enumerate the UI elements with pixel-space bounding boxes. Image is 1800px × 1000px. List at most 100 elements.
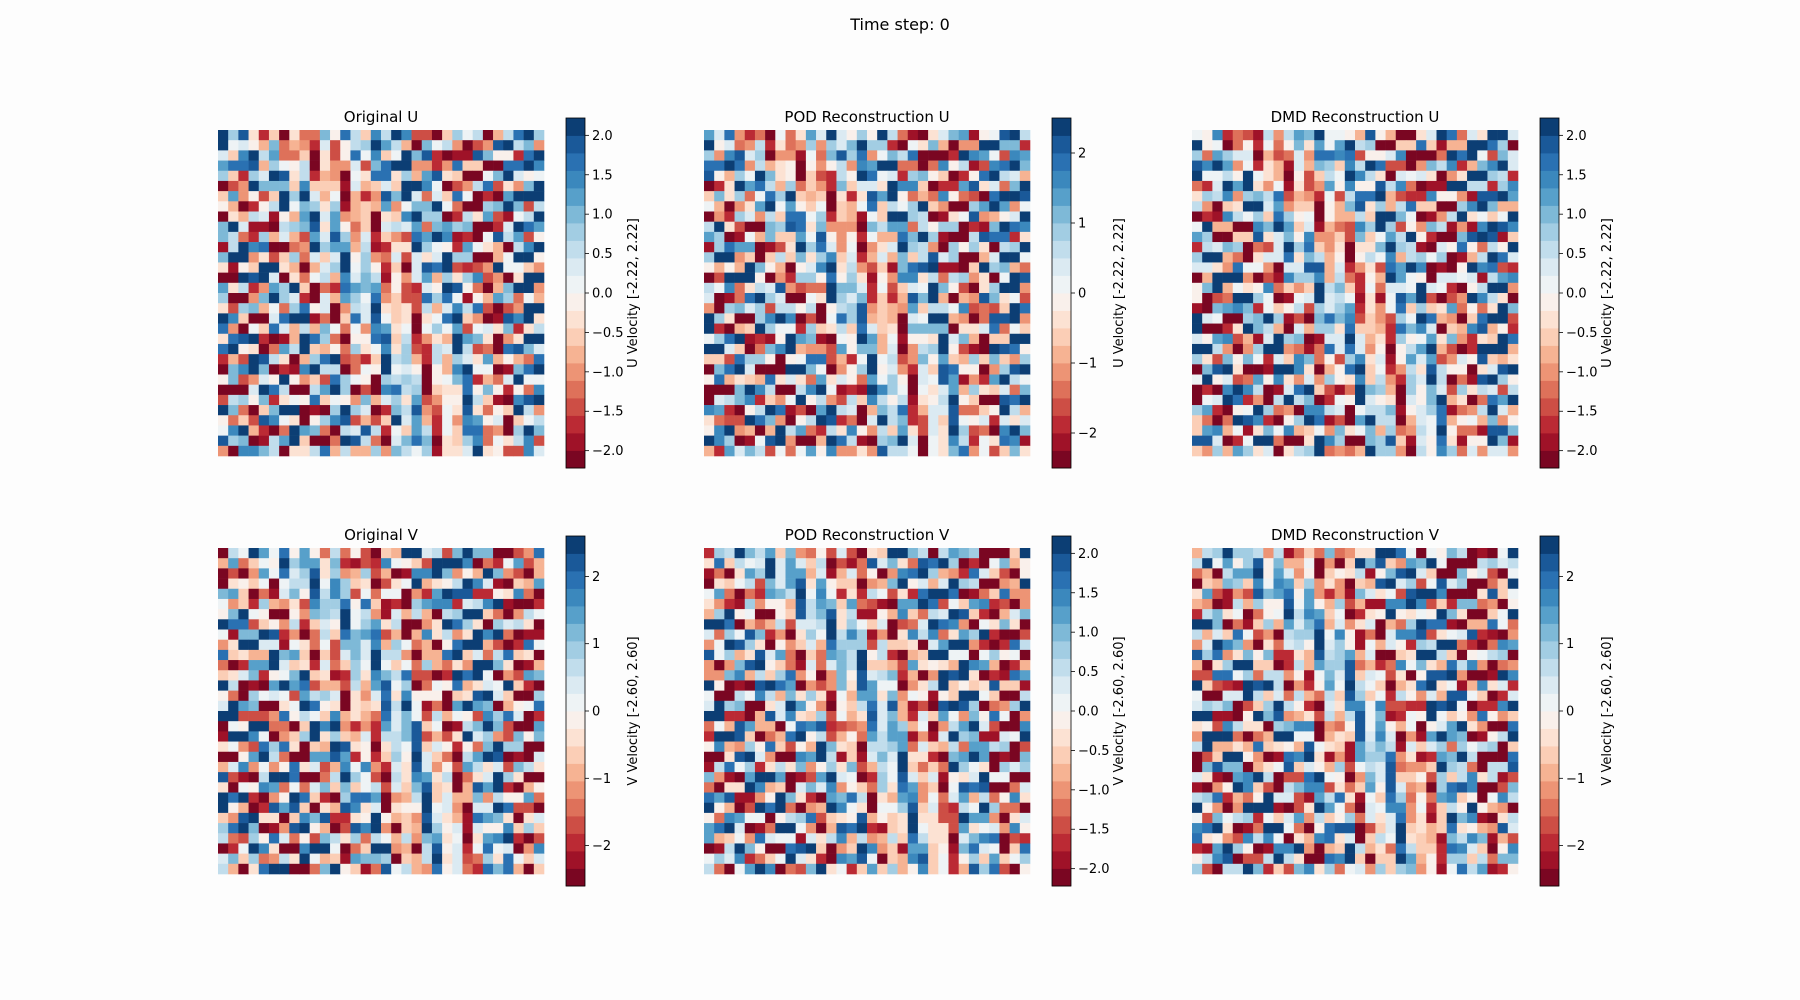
heatmap-cell bbox=[309, 802, 321, 814]
heatmap-cell bbox=[1426, 384, 1437, 396]
heatmap-cell bbox=[309, 293, 321, 304]
heatmap-cell bbox=[1263, 262, 1274, 273]
heatmap-cell bbox=[1507, 303, 1519, 314]
heatmap-cell bbox=[340, 150, 351, 161]
heatmap-cell bbox=[1009, 374, 1021, 385]
heatmap-cell bbox=[1253, 191, 1264, 202]
heatmap-cell bbox=[1365, 130, 1376, 141]
heatmap-cell bbox=[856, 415, 868, 426]
heatmap-cell bbox=[472, 609, 484, 620]
heatmap-cell bbox=[1477, 130, 1488, 141]
heatmap-cell bbox=[1355, 445, 1366, 457]
heatmap-cell bbox=[775, 711, 786, 722]
heatmap-cell bbox=[309, 415, 321, 426]
heatmap-cell bbox=[805, 772, 817, 783]
heatmap-cell bbox=[431, 130, 443, 141]
heatmap-cell bbox=[391, 741, 402, 753]
heatmap-cell bbox=[493, 660, 504, 671]
heatmap-cell bbox=[218, 568, 229, 579]
heatmap-cell bbox=[493, 191, 504, 202]
heatmap-cell bbox=[1375, 323, 1386, 335]
heatmap-cell bbox=[493, 405, 504, 416]
heatmap-cell bbox=[826, 323, 837, 335]
heatmap-cell bbox=[744, 670, 756, 681]
heatmap-cell bbox=[279, 772, 290, 783]
heatmap-cell bbox=[452, 272, 463, 284]
heatmap-cell bbox=[340, 639, 351, 651]
heatmap-cell bbox=[533, 415, 545, 426]
heatmap-cell bbox=[1314, 445, 1325, 457]
heatmap-cell bbox=[958, 619, 970, 630]
heatmap-cell bbox=[330, 823, 341, 834]
heatmap-cell bbox=[979, 670, 990, 681]
heatmap-cell bbox=[1212, 221, 1223, 233]
heatmap-cell bbox=[228, 639, 239, 651]
heatmap-cell bbox=[826, 568, 837, 579]
heatmap-cell bbox=[1395, 364, 1407, 375]
heatmap-cell bbox=[238, 802, 249, 814]
heatmap-cell bbox=[513, 670, 524, 681]
heatmap-cell bbox=[1405, 231, 1417, 243]
heatmap-cell bbox=[867, 150, 878, 161]
heatmap-cell bbox=[431, 394, 443, 406]
heatmap-cell bbox=[340, 711, 351, 722]
heatmap-cell bbox=[1283, 313, 1295, 324]
heatmap-cell bbox=[503, 140, 514, 151]
heatmap-cell bbox=[248, 782, 260, 793]
heatmap-cell bbox=[319, 548, 331, 559]
heatmap-cell bbox=[887, 690, 898, 702]
heatmap-cell bbox=[442, 680, 453, 691]
heatmap-cell bbox=[1395, 405, 1407, 416]
heatmap-cell bbox=[1324, 384, 1335, 396]
heatmap-cell bbox=[805, 425, 817, 436]
heatmap-cell bbox=[1405, 180, 1417, 192]
heatmap-cell bbox=[289, 548, 300, 559]
heatmap-cell bbox=[340, 272, 351, 284]
heatmap-cell bbox=[1314, 170, 1325, 182]
heatmap-cell bbox=[340, 802, 351, 814]
heatmap-cell bbox=[299, 221, 310, 233]
heatmap-cell bbox=[907, 731, 919, 742]
heatmap-cell bbox=[1273, 364, 1284, 375]
heatmap-cell bbox=[1009, 639, 1021, 651]
heatmap-cell bbox=[248, 690, 260, 702]
heatmap-cell bbox=[309, 568, 321, 579]
heatmap-cell bbox=[1314, 160, 1325, 172]
heatmap-cell bbox=[1477, 374, 1488, 385]
heatmap-cell bbox=[897, 415, 909, 426]
colorbar-label: U Velocity [-2.22, 2.22] bbox=[1112, 218, 1127, 368]
heatmap-cell bbox=[350, 374, 361, 385]
heatmap-cell bbox=[258, 741, 270, 753]
heatmap-cell bbox=[805, 394, 817, 406]
heatmap-cell bbox=[785, 354, 796, 365]
heatmap-cell bbox=[826, 364, 837, 375]
heatmap-cell bbox=[887, 741, 898, 753]
heatmap-cell bbox=[714, 364, 725, 375]
colorbar-level bbox=[566, 398, 585, 416]
heatmap-cell bbox=[1395, 343, 1407, 355]
heatmap-cell bbox=[826, 211, 837, 222]
heatmap-cell bbox=[805, 364, 817, 375]
heatmap-cell bbox=[228, 690, 239, 702]
heatmap-cell bbox=[928, 660, 939, 671]
heatmap-cell bbox=[533, 548, 545, 559]
heatmap-cell bbox=[1283, 415, 1295, 426]
heatmap-cell bbox=[826, 394, 837, 406]
heatmap-cell bbox=[1456, 405, 1468, 416]
heatmap-cell bbox=[979, 700, 990, 712]
heatmap-cell bbox=[503, 700, 514, 712]
heatmap-cell bbox=[381, 303, 392, 314]
heatmap-cell bbox=[744, 272, 756, 284]
heatmap-cell bbox=[704, 201, 715, 212]
heatmap-cell bbox=[258, 721, 270, 732]
heatmap-cell bbox=[472, 272, 484, 284]
heatmap-cell bbox=[724, 343, 735, 355]
heatmap-cell bbox=[299, 384, 310, 396]
heatmap-cell bbox=[381, 619, 392, 630]
heatmap-cell bbox=[907, 435, 919, 447]
colorbar-level bbox=[1540, 153, 1559, 171]
heatmap-cell bbox=[340, 609, 351, 620]
heatmap-cell bbox=[1222, 415, 1234, 426]
heatmap-cell bbox=[1334, 262, 1346, 273]
heatmap-cell bbox=[493, 445, 504, 457]
